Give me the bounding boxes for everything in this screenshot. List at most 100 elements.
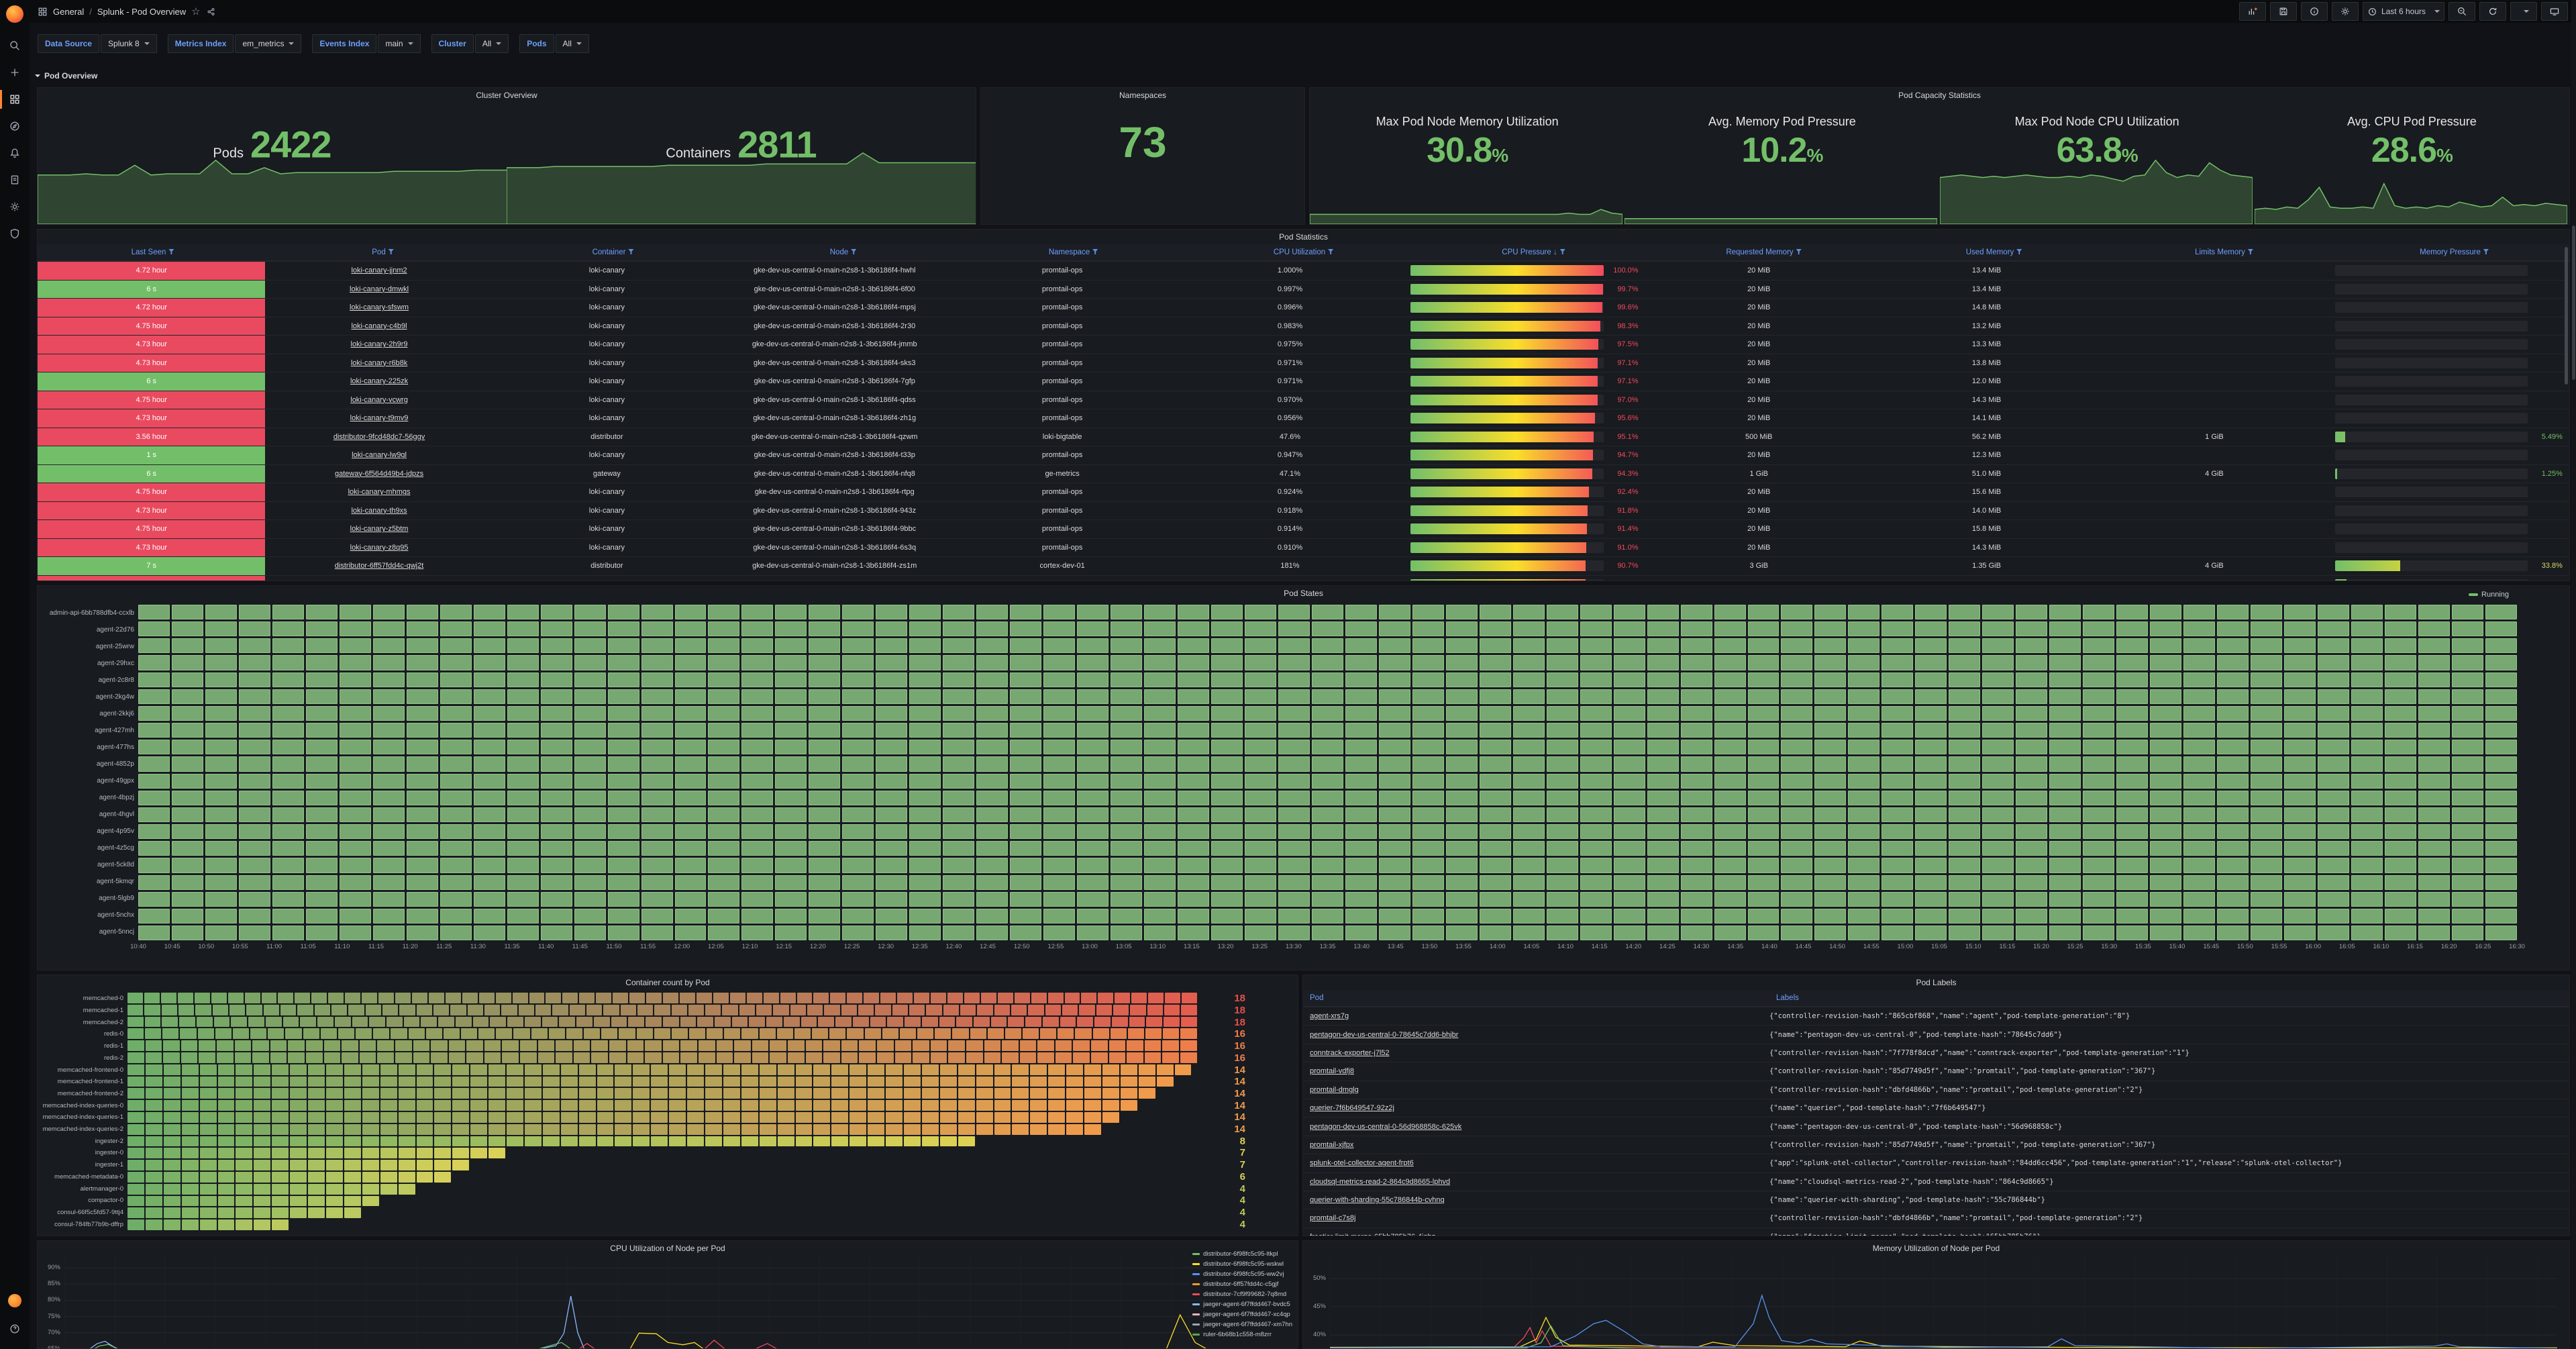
pod-state-cell[interactable] — [2016, 621, 2048, 637]
container-count-cell[interactable] — [254, 1111, 271, 1123]
pod-state-cell[interactable] — [1848, 773, 1880, 789]
container-count-cell[interactable] — [818, 1016, 835, 1028]
container-count-cell[interactable] — [984, 1040, 1001, 1051]
container-count-cell[interactable] — [197, 1028, 214, 1040]
container-count-cell[interactable] — [163, 1148, 181, 1159]
pod-state-cell[interactable] — [1010, 875, 1042, 890]
pod-state-cell[interactable] — [2485, 891, 2517, 907]
pod-state-cell[interactable] — [641, 841, 673, 856]
pod-state-cell[interactable] — [2116, 807, 2149, 823]
pod-state-cell[interactable] — [2251, 875, 2282, 890]
container-count-cell[interactable] — [813, 993, 829, 1003]
container-count-cell[interactable] — [272, 1100, 289, 1111]
pod-state-cell[interactable] — [1479, 689, 1511, 704]
pod-state-cell[interactable] — [1848, 672, 1880, 687]
pod-state-cell[interactable] — [1412, 740, 1444, 755]
container-count-cell[interactable] — [994, 1100, 1011, 1111]
pod-state-cell[interactable] — [2317, 621, 2349, 637]
pod-state-cell[interactable] — [1781, 705, 1813, 721]
container-count-cell[interactable] — [633, 1100, 650, 1111]
container-count-cell[interactable] — [127, 1123, 144, 1135]
pod-state-cell[interactable] — [2049, 740, 2081, 755]
container-count-cell[interactable] — [272, 1076, 289, 1087]
pod-state-cell[interactable] — [1680, 756, 1712, 772]
pod-state-cell[interactable] — [1747, 672, 1780, 687]
pod-state-cell[interactable] — [305, 655, 338, 670]
container-count-cell[interactable] — [586, 1004, 603, 1015]
container-count-cell[interactable] — [507, 1123, 523, 1135]
pod-state-cell[interactable] — [1680, 672, 1712, 687]
pod-state-cell[interactable] — [2384, 773, 2416, 789]
container-count-cell[interactable] — [127, 1076, 144, 1087]
container-count-cell[interactable] — [163, 1052, 180, 1063]
container-count-cell[interactable] — [948, 1040, 965, 1051]
pod-state-cell[interactable] — [1345, 605, 1377, 620]
container-count-cell[interactable] — [633, 1136, 650, 1147]
container-count-cell[interactable] — [1180, 1052, 1197, 1063]
container-count-cell[interactable] — [127, 1136, 144, 1147]
pod-state-cell[interactable] — [440, 807, 472, 823]
variable-value-dropdown[interactable]: main — [378, 34, 421, 53]
container-count-cell[interactable] — [325, 1088, 343, 1099]
pod-state-cell[interactable] — [205, 672, 237, 687]
container-count-cell[interactable] — [669, 1088, 686, 1099]
pod-state-cell[interactable] — [842, 621, 874, 637]
container-count-cell[interactable] — [763, 993, 779, 1003]
pod-state-cell[interactable] — [1278, 672, 1310, 687]
pod-state-cell[interactable] — [406, 655, 438, 670]
pod-state-cell[interactable] — [976, 925, 1009, 941]
container-count-cell[interactable] — [669, 1100, 686, 1111]
pod-state-cell[interactable] — [2116, 740, 2149, 755]
pod-state-cell[interactable] — [1445, 908, 1478, 923]
pod-state-cell[interactable] — [1747, 790, 1780, 805]
pod-state-cell[interactable] — [1680, 891, 1712, 907]
pod-state-cell[interactable] — [1949, 756, 1981, 772]
pod-state-cell[interactable] — [473, 638, 505, 654]
pod-state-cell[interactable] — [1747, 908, 1780, 923]
container-count-cell[interactable] — [236, 1136, 253, 1147]
pod-state-cell[interactable] — [607, 723, 639, 738]
container-count-cell[interactable] — [824, 1004, 840, 1015]
pod-state-cell[interactable] — [2150, 705, 2182, 721]
container-count-cell[interactable] — [502, 1040, 519, 1051]
pod-state-cell[interactable] — [2116, 925, 2149, 941]
pod-state-cell[interactable] — [1781, 621, 1813, 637]
pod-state-cell[interactable] — [1613, 605, 1645, 620]
pod-state-cell[interactable] — [507, 655, 539, 670]
pod-state-cell[interactable] — [1345, 807, 1377, 823]
pod-state-cell[interactable] — [876, 605, 908, 620]
container-count-cell[interactable] — [542, 1088, 560, 1099]
container-count-cell[interactable] — [629, 993, 646, 1003]
pod-link[interactable]: loki-canary-z5btm — [350, 525, 409, 534]
column-header-node[interactable]: Node — [728, 248, 958, 256]
pod-state-cell[interactable] — [1278, 621, 1310, 637]
pod-state-cell[interactable] — [1814, 621, 1847, 637]
legend-item[interactable]: distributor-7cf9f99682-7q8md — [1192, 1291, 1292, 1298]
pod-state-cell[interactable] — [809, 875, 841, 890]
container-count-cell[interactable] — [723, 1088, 740, 1099]
pod-state-cell[interactable] — [1412, 807, 1444, 823]
pod-state-cell[interactable] — [1077, 655, 1109, 670]
pod-state-cell[interactable] — [1714, 705, 1746, 721]
pod-state-cell[interactable] — [775, 638, 807, 654]
pod-state-cell[interactable] — [1882, 689, 1914, 704]
pod-state-cell[interactable] — [708, 621, 740, 637]
pod-state-cell[interactable] — [1311, 891, 1343, 907]
pod-state-cell[interactable] — [641, 655, 673, 670]
pod-state-cell[interactable] — [708, 925, 740, 941]
container-count-cell[interactable] — [199, 1040, 215, 1051]
pod-state-cell[interactable] — [138, 740, 170, 755]
pod-state-cell[interactable] — [1378, 841, 1410, 856]
container-count-cell[interactable] — [948, 1052, 965, 1063]
pod-state-cell[interactable] — [943, 689, 975, 704]
container-count-cell[interactable] — [886, 1111, 903, 1123]
pod-state-cell[interactable] — [775, 824, 807, 840]
pod-state-cell[interactable] — [1178, 689, 1209, 704]
pod-state-cell[interactable] — [2049, 655, 2081, 670]
container-count-cell[interactable] — [323, 1040, 341, 1051]
pod-state-cell[interactable] — [272, 605, 304, 620]
container-count-cell[interactable] — [609, 1052, 626, 1063]
pod-state-cell[interactable] — [1580, 740, 1612, 755]
container-count-cell[interactable] — [741, 1076, 758, 1087]
pod-state-cell[interactable] — [1311, 740, 1343, 755]
